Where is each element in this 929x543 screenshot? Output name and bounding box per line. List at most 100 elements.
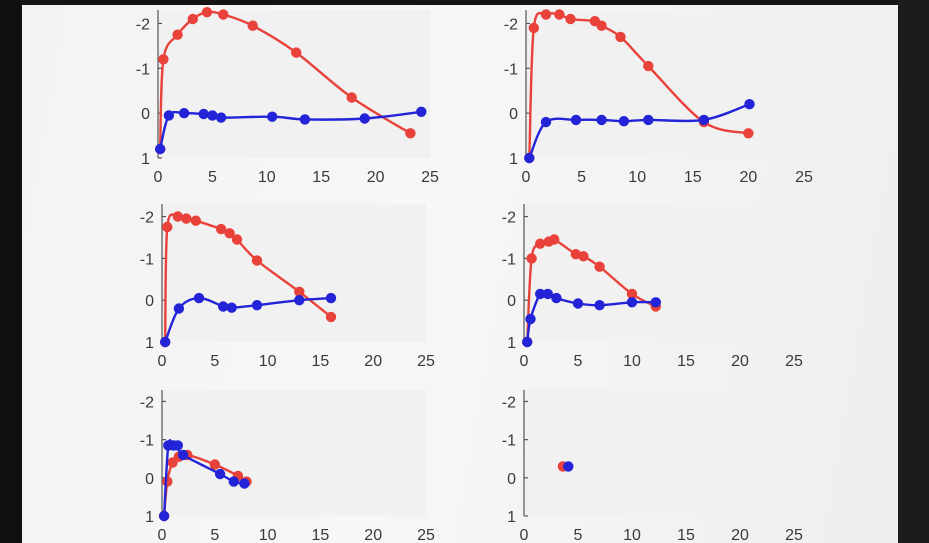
data-point-blue (226, 302, 237, 313)
data-point-blue (251, 300, 263, 311)
data-point-blue (267, 111, 278, 122)
y-tick-label: -1 (504, 61, 518, 78)
y-tick-label: 0 (507, 471, 516, 488)
data-point-red (596, 20, 607, 31)
data-point-blue (535, 288, 546, 300)
y-tick-label: 1 (145, 509, 154, 526)
data-point-red (162, 221, 173, 233)
data-point-red (405, 128, 416, 139)
x-tick-label: 25 (795, 169, 813, 186)
data-point-blue (596, 114, 607, 126)
series-line-red (158, 10, 412, 151)
left-bezel (0, 0, 22, 543)
data-point-red (325, 311, 337, 323)
data-point-red (247, 20, 258, 31)
data-point-red (190, 215, 201, 226)
x-tick-label: 10 (623, 353, 641, 370)
data-point-blue (155, 143, 166, 155)
data-point-red (643, 60, 654, 72)
y-tick-label: -2 (140, 394, 154, 411)
data-point-blue (178, 108, 190, 119)
right-bezel (898, 0, 929, 543)
data-point-red (743, 128, 754, 139)
x-tick-label: 5 (574, 527, 583, 543)
y-tick-label: -1 (140, 251, 154, 268)
x-tick-label: 0 (158, 353, 167, 370)
x-tick-label: 0 (158, 527, 167, 543)
data-point-blue (294, 295, 305, 306)
x-tick-label: 15 (312, 169, 330, 186)
x-tick-label: 0 (520, 353, 529, 370)
x-tick-label: 15 (312, 353, 330, 370)
data-point-red (291, 47, 302, 58)
x-tick-label: 10 (258, 169, 276, 186)
data-point-blue (325, 292, 337, 304)
x-tick-label: 15 (312, 527, 330, 543)
data-point-blue (228, 476, 239, 487)
y-tick-label: 0 (141, 106, 150, 123)
y-tick-label: 1 (141, 151, 150, 168)
data-point-blue (177, 449, 189, 461)
x-tick-label: 0 (154, 169, 163, 186)
data-point-blue (158, 510, 170, 522)
x-tick-label: 25 (417, 353, 435, 370)
data-point-blue (160, 336, 171, 348)
x-tick-label: 10 (259, 353, 277, 370)
data-point-red (181, 213, 192, 224)
data-point-red (187, 13, 198, 25)
data-point-blue (626, 297, 638, 308)
data-point-red (218, 9, 229, 20)
data-point-red (172, 211, 183, 222)
x-tick-label: 20 (364, 527, 382, 543)
data-point-blue (618, 116, 630, 127)
y-tick-label: -2 (140, 210, 154, 227)
plot-area (162, 204, 426, 342)
data-point-red (578, 251, 589, 262)
data-point-blue (218, 301, 229, 312)
data-point-red (565, 13, 576, 25)
data-point-blue (299, 114, 311, 125)
data-point-blue (525, 313, 536, 325)
data-point-blue (522, 336, 533, 348)
data-point-red (626, 288, 638, 300)
y-tick-label: 0 (145, 293, 154, 310)
data-point-red (231, 234, 243, 245)
data-point-blue (193, 292, 205, 304)
data-point-blue (698, 114, 710, 126)
data-point-blue (540, 116, 552, 128)
y-tick-label: 1 (509, 151, 518, 168)
data-point-blue (173, 303, 185, 314)
data-point-blue (214, 468, 226, 480)
y-tick-label: -2 (136, 16, 150, 33)
data-point-red (528, 22, 539, 34)
y-tick-label: -1 (140, 433, 154, 450)
data-point-red (172, 29, 183, 40)
data-point-blue (551, 292, 562, 304)
data-point-red (594, 261, 605, 272)
data-point-red (535, 238, 546, 249)
x-tick-label: 20 (740, 169, 758, 186)
data-point-red (215, 223, 227, 235)
y-tick-label: 0 (507, 293, 516, 310)
x-tick-label: 20 (367, 169, 385, 186)
data-point-blue (416, 106, 427, 118)
x-tick-label: 25 (417, 527, 435, 543)
data-point-blue (650, 297, 661, 308)
data-point-red (224, 228, 235, 239)
data-point-red (158, 54, 169, 65)
x-tick-label: 25 (785, 353, 803, 370)
data-point-red (346, 92, 357, 103)
x-tick-label: 0 (520, 527, 529, 543)
data-point-red (201, 7, 213, 18)
data-point-blue (163, 110, 175, 121)
data-point-red (615, 31, 626, 43)
x-tick-label: 5 (210, 353, 219, 370)
y-tick-label: 1 (145, 335, 154, 352)
x-tick-label: 10 (623, 527, 641, 543)
plot-area (524, 204, 794, 342)
x-tick-label: 25 (421, 169, 439, 186)
